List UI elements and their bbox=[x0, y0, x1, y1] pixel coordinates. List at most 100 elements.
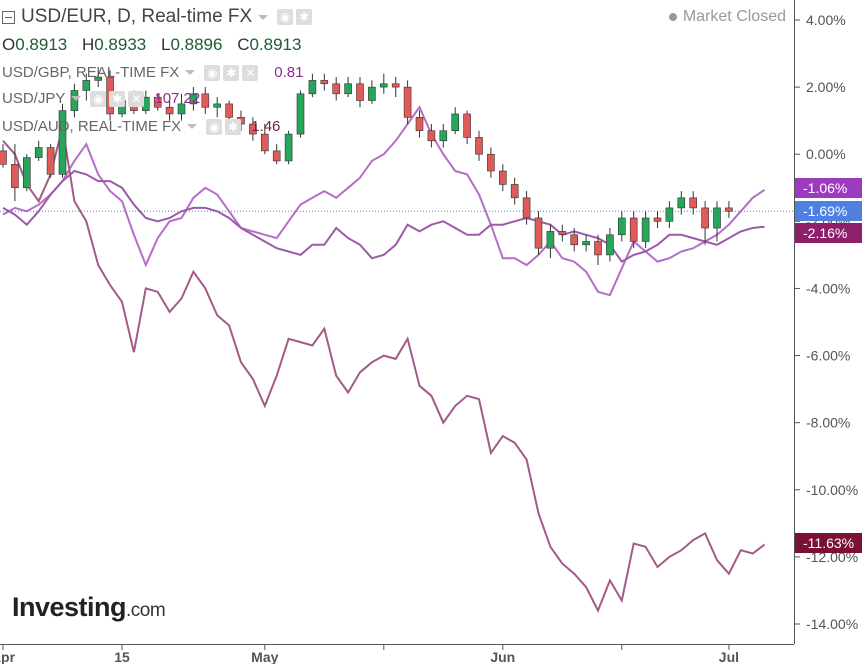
candle-body bbox=[284, 133, 293, 162]
ohlc-close-value: 0.8913 bbox=[249, 35, 302, 54]
candle-body bbox=[391, 83, 400, 88]
candle-body bbox=[189, 93, 198, 105]
candle-body bbox=[665, 207, 674, 222]
candle-body bbox=[94, 76, 102, 81]
comparison-legend-aud[interactable]: USD/AUD, REAL-TIME FX ◉ ✱ 1.46 bbox=[2, 118, 280, 135]
chart-title: USD/EUR, D, Real-time FX bbox=[21, 6, 253, 27]
candle-body bbox=[427, 130, 436, 142]
candle-body bbox=[344, 83, 352, 95]
candle-body bbox=[487, 153, 495, 172]
x-tick-label: Jun bbox=[490, 649, 515, 664]
x-tick-label: May bbox=[251, 649, 278, 664]
candle-body bbox=[320, 80, 329, 85]
y-tick-label: -14.00% bbox=[806, 616, 858, 632]
candle-body bbox=[201, 93, 210, 108]
last-value-badge bbox=[795, 201, 862, 221]
comparison-legend-jpy[interactable]: USD/JPY ◉ ✱ ✕ 107.22 bbox=[2, 90, 200, 107]
market-status: Market Closed bbox=[668, 8, 786, 26]
comparison-value: 1.46 bbox=[251, 118, 281, 135]
gear-icon[interactable]: ✱ bbox=[223, 64, 240, 81]
candle-body bbox=[11, 163, 19, 189]
y-tick-label: -4.00% bbox=[806, 280, 850, 296]
candle-body bbox=[546, 231, 555, 249]
investing-logo: Investing.com bbox=[12, 592, 166, 623]
eye-icon[interactable]: ◉ bbox=[90, 90, 107, 107]
last-value-badge bbox=[795, 223, 862, 243]
chevron-down-icon[interactable] bbox=[185, 70, 196, 75]
close-icon[interactable]: ✕ bbox=[128, 90, 145, 107]
status-dot-icon bbox=[668, 12, 677, 21]
y-axis-ticks: 4.00%2.00%0.00%-2.00%-4.00%-6.00%-8.00%-… bbox=[794, 12, 858, 632]
candle-body bbox=[260, 133, 269, 152]
collapse-icon[interactable] bbox=[2, 10, 15, 24]
x-tick-label: 15 bbox=[114, 649, 130, 664]
candle-body bbox=[0, 150, 7, 165]
candle-body bbox=[213, 103, 221, 108]
candle-body bbox=[46, 147, 55, 175]
y-tick-label: 0.00% bbox=[806, 146, 846, 162]
candle-body bbox=[451, 113, 460, 132]
candle-body bbox=[82, 80, 91, 91]
close-icon[interactable]: ✕ bbox=[242, 64, 259, 81]
comparison-label: USD/AUD, REAL-TIME FX bbox=[2, 118, 182, 135]
candle-body bbox=[677, 197, 686, 209]
candle-body bbox=[272, 150, 281, 162]
gear-icon[interactable]: ✱ bbox=[109, 90, 126, 107]
candle-body bbox=[379, 83, 388, 88]
chart-title-row: USD/EUR, D, Real-time FX ◉ ✱ bbox=[2, 6, 313, 28]
candle-body bbox=[725, 207, 733, 212]
y-tick-label: -6.00% bbox=[806, 348, 850, 364]
ohlc-low-value: 0.8896 bbox=[170, 35, 223, 54]
candle-body bbox=[58, 110, 67, 175]
candle-body bbox=[463, 113, 471, 138]
ohlc-open-value: 0.8913 bbox=[15, 35, 68, 54]
logo-main: Investing bbox=[12, 592, 127, 622]
last-value-labels: -1.06% -1.69% -2.16% -11.63% bbox=[795, 178, 862, 553]
candle-body bbox=[606, 234, 614, 256]
y-tick-label: -8.00% bbox=[806, 415, 850, 431]
candle-body bbox=[225, 103, 233, 118]
candle-body bbox=[534, 217, 543, 249]
comparison-legend-gbp[interactable]: USD/GBP, REAL-TIME FX ◉ ✱ ✕ 0.81 bbox=[2, 64, 303, 81]
comparison-value: 0.81 bbox=[274, 64, 304, 81]
logo-suffix: .com bbox=[126, 600, 166, 621]
candle-body bbox=[570, 234, 579, 246]
chevron-down-icon[interactable] bbox=[71, 96, 82, 101]
candle-body bbox=[22, 157, 31, 189]
chevron-down-icon[interactable] bbox=[187, 124, 198, 129]
comparison-label: USD/JPY bbox=[2, 90, 66, 107]
ohlc-low-key: L bbox=[160, 35, 171, 54]
comparison-series bbox=[2, 105, 766, 614]
gear-icon[interactable]: ✱ bbox=[296, 9, 313, 25]
x-tick-label: Jul bbox=[719, 649, 739, 664]
candle-body bbox=[403, 86, 412, 118]
last-value-text: -2.16% bbox=[803, 225, 847, 241]
candle-body bbox=[617, 217, 626, 236]
eye-icon[interactable]: ◉ bbox=[206, 118, 223, 135]
candle-body bbox=[415, 117, 424, 132]
candle-body bbox=[510, 184, 519, 199]
eye-icon[interactable]: ◉ bbox=[277, 9, 294, 25]
candle-body bbox=[475, 137, 483, 155]
candle-body bbox=[498, 170, 507, 185]
ohlc-high-value: 0.8933 bbox=[94, 35, 147, 54]
candle-body bbox=[713, 207, 721, 229]
series-line bbox=[2, 169, 765, 263]
ohlc-open-key: O bbox=[2, 35, 16, 54]
candle-body bbox=[439, 130, 448, 142]
series-line bbox=[2, 105, 766, 297]
candle-body bbox=[689, 197, 698, 209]
gear-icon[interactable]: ✱ bbox=[225, 118, 242, 135]
chevron-down-icon[interactable] bbox=[258, 14, 269, 20]
candle-body bbox=[701, 207, 709, 229]
last-value-text: -1.06% bbox=[803, 180, 847, 196]
candle-body bbox=[177, 103, 186, 115]
candle-body bbox=[165, 106, 174, 115]
eye-icon[interactable]: ◉ bbox=[204, 64, 221, 81]
candle-body bbox=[249, 123, 257, 135]
y-tick-label: -10.00% bbox=[806, 482, 858, 498]
candle-body bbox=[153, 96, 162, 108]
comparison-value: 107.22 bbox=[154, 90, 201, 107]
candle-body bbox=[641, 217, 650, 242]
